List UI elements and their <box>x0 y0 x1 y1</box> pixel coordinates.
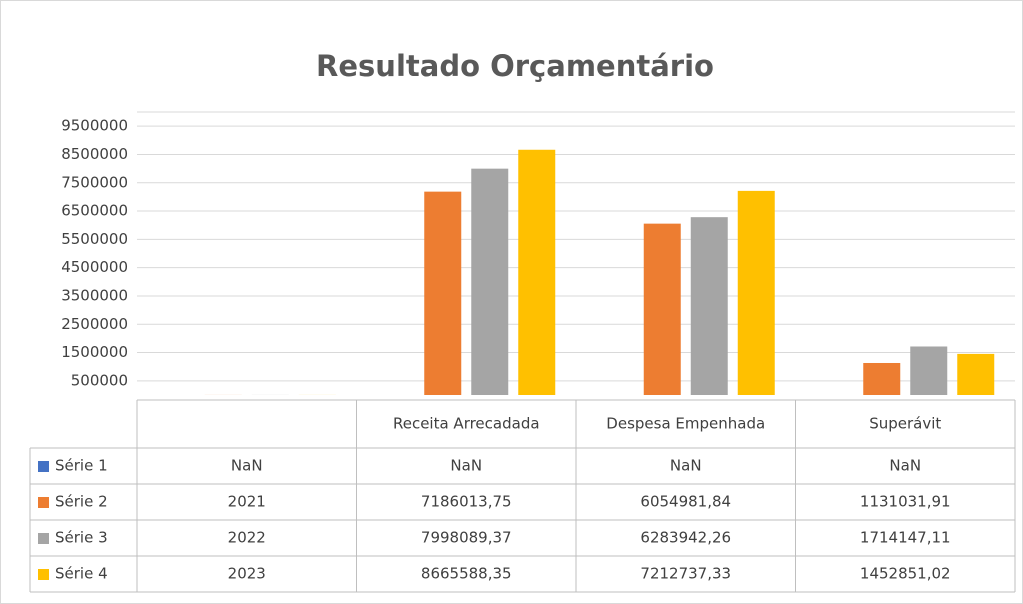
legend-label: Série 3 <box>55 529 108 547</box>
y-tick-label: 8500000 <box>61 145 128 163</box>
y-tick-label: 2500000 <box>61 315 128 333</box>
legend-key <box>38 533 49 544</box>
y-tick-label: 1500000 <box>61 343 128 361</box>
table-value: 2023 <box>228 565 266 583</box>
y-tick-label: 5500000 <box>61 230 128 248</box>
bar <box>957 353 995 395</box>
y-tick-label: 7500000 <box>61 173 128 191</box>
table-value: 7212737,33 <box>640 565 731 583</box>
y-tick-label: 9500000 <box>61 117 128 135</box>
table-value: NaN <box>450 457 482 475</box>
y-tick-label: 4500000 <box>61 258 128 276</box>
table-value: NaN <box>889 457 921 475</box>
table-value: NaN <box>231 457 263 475</box>
legend-key <box>38 461 49 472</box>
legend-key <box>38 569 49 580</box>
bar <box>737 190 775 395</box>
x-tick-label: Receita Arrecadada <box>393 415 540 433</box>
table-value: 1714147,11 <box>860 529 951 547</box>
bar <box>910 346 948 395</box>
bar <box>643 223 681 395</box>
table-value: 7186013,75 <box>421 493 512 511</box>
legend-label: Série 2 <box>55 493 108 511</box>
table-value: 8665588,35 <box>421 565 512 583</box>
table-value: 6283942,26 <box>640 529 731 547</box>
bar <box>690 217 728 395</box>
bar <box>518 149 556 395</box>
chart-title: Resultado Orçamentário <box>316 49 714 83</box>
bar <box>424 191 462 395</box>
bar <box>863 362 901 395</box>
legend-label: Série 1 <box>55 457 108 475</box>
table-value: NaN <box>670 457 702 475</box>
bar <box>471 168 509 395</box>
x-tick-label: Superávit <box>869 415 941 433</box>
x-tick-label: Despesa Empenhada <box>606 415 765 433</box>
y-tick-label: 3500000 <box>61 286 128 304</box>
table-value: 6054981,84 <box>640 493 731 511</box>
y-tick-label: 6500000 <box>61 202 128 220</box>
table-value: 2021 <box>228 493 266 511</box>
y-tick-label: 500000 <box>71 371 128 389</box>
legend-label: Série 4 <box>55 565 108 583</box>
table-value: 7998089,37 <box>421 529 512 547</box>
table-value: 1131031,91 <box>860 493 951 511</box>
legend-key <box>38 497 49 508</box>
table-value: 1452851,02 <box>860 565 951 583</box>
table-value: 2022 <box>228 529 266 547</box>
